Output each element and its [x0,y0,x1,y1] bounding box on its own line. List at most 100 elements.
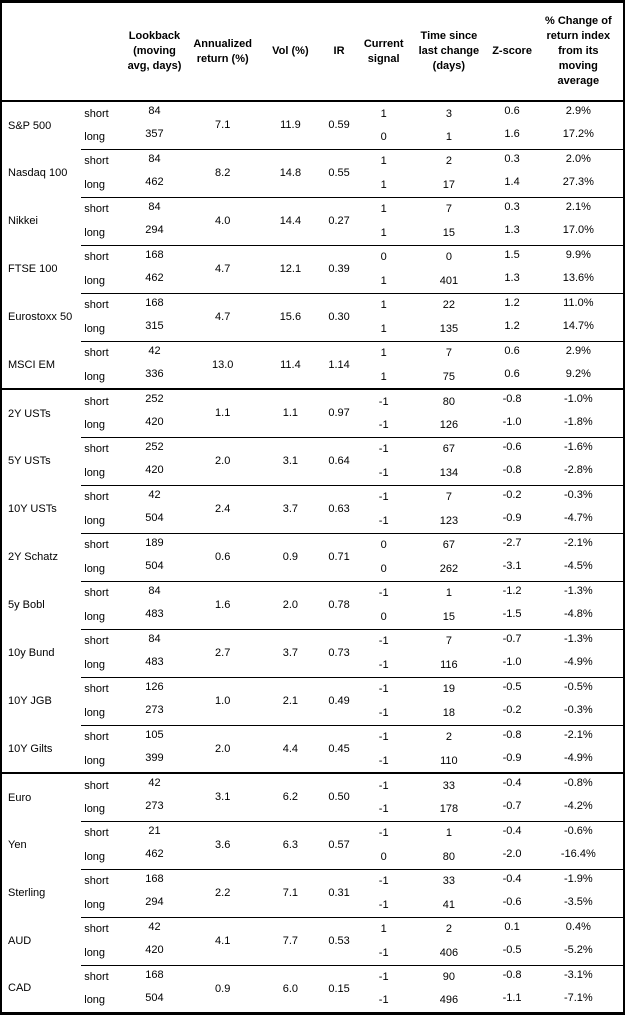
table-row: long 420 -1 406 -0.5 -5.2% [1,941,624,965]
zscore-value: -0.4 [490,820,534,845]
zscore-value: -3.1 [502,560,522,572]
current-signal-value: -1 [378,994,389,1007]
horizon-label: long [84,178,106,191]
table-row: long 336 1 75 0.6 9.2% [1,365,624,389]
horizon-label: long [84,418,106,431]
time-since-value: 80 [407,388,491,413]
pct-change-value: -4.9% [563,656,593,668]
lookback-value: 462 [145,176,164,188]
lookback-value: 483 [145,656,164,668]
time-since-value: 1 [407,580,491,605]
table-row: 10Y Gilts short 105 2.0 4.4 0.45 -1 2 -0.8 -2.1% [1,724,624,773]
vol-value: 11.4 [262,340,318,389]
current-signal-value: -1 [378,514,389,527]
current-signal-value: 0 [380,130,387,143]
lookback-value: 483 [145,608,164,620]
zscore-value: -2.7 [490,532,534,557]
current-signal-value: -1 [378,658,389,671]
lookback-value: 168 [126,244,183,269]
table-row: 10Y JGB short 126 1.0 2.1 0.49 -1 19 -0.5 -0.5% [1,676,624,725]
horizon-label: short [81,820,127,845]
pct-change-value: -0.3% [533,484,624,509]
zscore-value: -0.4 [490,772,534,797]
vol-value: 3.1 [262,436,318,485]
lookback-value: 84 [126,196,183,221]
current-signal-value: 1 [380,178,387,191]
current-signal-value: -1 [378,946,389,959]
ir-value: 0.15 [317,964,361,1013]
pct-change-value: -4.7% [563,512,593,524]
time-since-value: 134 [439,466,459,479]
time-since-value: 7 [407,196,491,221]
current-signal-value: 1 [360,340,408,365]
pct-change-value: -2.1% [533,724,624,749]
vol-value: 7.1 [262,868,318,917]
zscore-value: 1.6 [504,128,520,140]
table-row: S&P 500 short 84 7.1 11.9 0.59 1 3 0.6 2.9% [1,101,624,132]
table-row: long 294 1 15 1.3 17.0% [1,221,624,245]
time-since-value: 123 [439,514,459,527]
lookback-value: 189 [126,532,183,557]
pct-change-value: -4.2% [563,800,593,812]
time-since-value: 496 [439,994,459,1007]
horizon-label: short [81,724,127,749]
zscore-value: 0.3 [490,148,534,173]
zscore-value: -0.7 [490,628,534,653]
asset-name: 10Y Gilts [8,742,53,755]
header-time-since: Time since last change (days) [407,1,491,102]
annualized-return-value: 2.0 [182,724,263,773]
current-signal-value: -1 [360,820,408,845]
asset-name: 5y Bobl [8,599,45,611]
ir-value: 0.78 [317,580,361,629]
vol-value: 6.2 [262,772,318,821]
vol-value: 0.9 [262,532,318,581]
time-since-value: 0 [407,244,491,269]
current-signal-value: -1 [378,706,389,719]
zscore-value: -1.2 [490,580,534,605]
horizon-label: long [84,610,106,623]
annualized-return-value: 13.0 [182,340,263,389]
horizon-label: long [84,322,106,335]
asset-name: Sterling [8,887,46,899]
asset-name: AUD [8,935,32,947]
pct-change-value: -0.5% [533,676,624,701]
pct-change-value: 2.9% [533,340,624,365]
pct-change-value: -1.6% [533,436,624,461]
pct-change-value: -1.3% [533,628,624,653]
lookback-value: 168 [126,292,183,317]
pct-change-value: 11.0% [533,292,624,317]
ir-value: 0.55 [317,148,361,197]
vol-value: 3.7 [262,484,318,533]
horizon-label: long [84,802,106,815]
header-current-signal: Current signal [360,1,408,102]
lookback-value: 168 [126,868,183,893]
horizon-label: long [84,706,106,719]
pct-change-value: 2.9% [565,105,591,117]
horizon-label: long [84,562,106,575]
time-since-value: 126 [439,418,459,431]
pct-change-value: -7.1% [563,992,593,1004]
zscore-value: -0.8 [490,724,534,749]
pct-change-value: 27.3% [562,176,594,188]
table-row: 2Y Schatz short 189 0.6 0.9 0.71 0 67 -2.7 -2.1% [1,532,624,581]
pct-change-value: -2.8% [563,464,593,476]
ir-value: 0.57 [317,820,361,869]
table-row: long 483 0 15 -1.5 -4.8% [1,605,624,629]
lookback-value: 357 [145,128,164,140]
vol-value: 6.3 [262,820,318,869]
annualized-return-value: 2.2 [182,868,263,917]
annualized-return-value: 2.0 [182,436,263,485]
header-zscore: Z-score [490,1,534,102]
current-signal-value: 1 [380,274,387,287]
current-signal-value: 0 [380,850,387,863]
table-row: Euro short 42 3.1 6.2 0.50 -1 33 -0.4 -0.8% [1,772,624,821]
zscore-value: -0.4 [490,868,534,893]
time-since-value: 7 [407,628,491,653]
current-signal-value: 1 [380,322,387,335]
table-row: long 399 -1 110 -0.9 -4.9% [1,749,624,773]
annualized-return-value: 4.7 [182,292,263,341]
table-row: 5y Bobl short 84 1.6 2.0 0.78 -1 1 -1.2 -1.3% [1,580,624,629]
zscore-value: -2.0 [502,848,522,860]
header-asset [1,1,82,102]
lookback-value: 84 [126,628,183,653]
